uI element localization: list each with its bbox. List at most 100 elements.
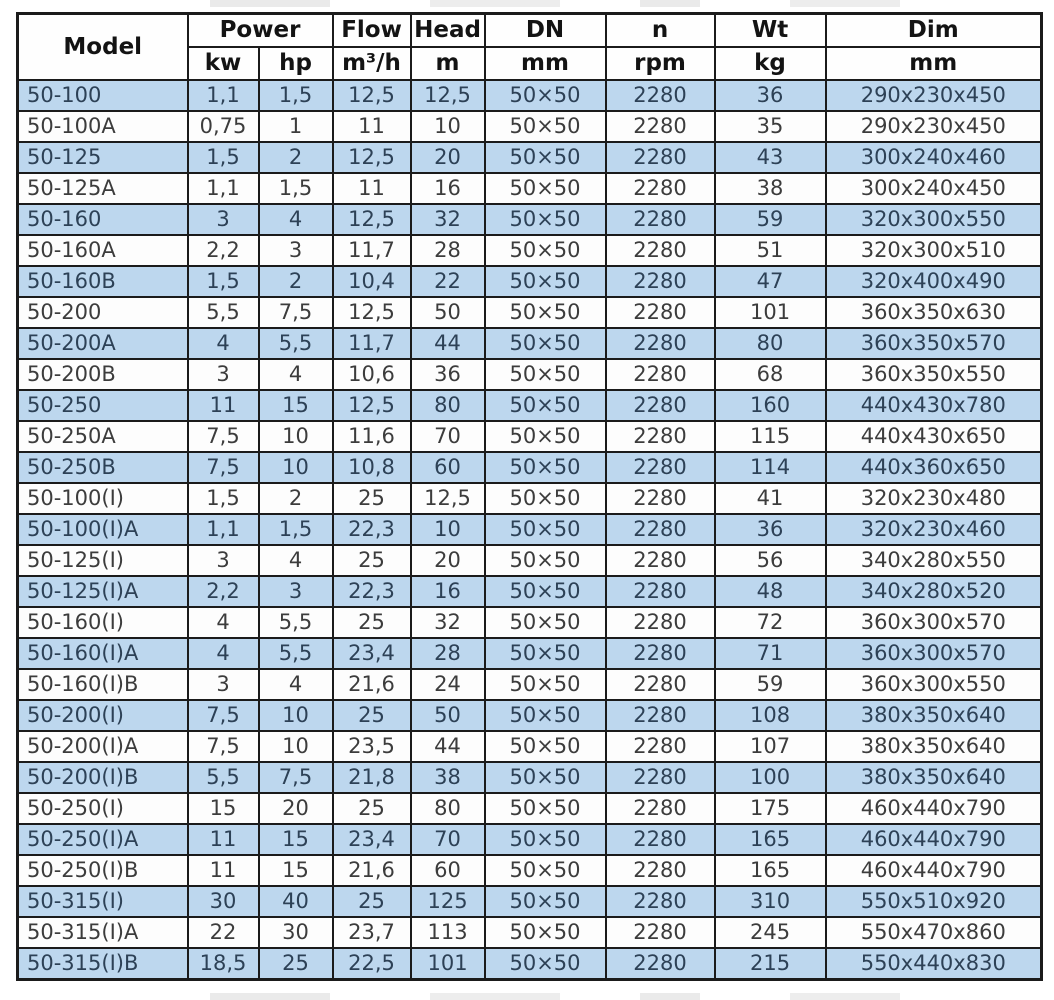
cell-model: 50-125A: [16, 172, 189, 205]
cell-head: 10: [409, 110, 486, 143]
cell-flow: 12,5: [331, 203, 412, 236]
cell-flow: 10,6: [331, 358, 412, 391]
cell-dn: 50×50: [483, 203, 607, 236]
cell-dim: 550x510x920: [824, 885, 1043, 918]
cell-head: 36: [409, 358, 486, 391]
table-row: 50-200(I)A 7,5 10 23,5 44 50×50 2280 107 380x350…: [16, 730, 1043, 763]
cell-head: 50: [409, 296, 486, 329]
cell-flow: 10,8: [331, 451, 412, 484]
cell-kw: 7,5: [186, 451, 260, 484]
cell-flow: 25: [331, 699, 412, 732]
cell-flow: 25: [331, 606, 412, 639]
cell-hp: 4: [257, 358, 334, 391]
cell-model: 50-100: [16, 79, 189, 112]
cell-dim: 440x430x780: [824, 389, 1043, 422]
cell-dim: 550x440x830: [824, 947, 1043, 981]
cell-dim: 440x430x650: [824, 420, 1043, 453]
cell-flow: 21,6: [331, 668, 412, 701]
cell-dn: 50×50: [483, 296, 607, 329]
header-n: n: [604, 12, 716, 48]
cell-head: 32: [409, 203, 486, 236]
cell-model: 50-250(I): [16, 792, 189, 825]
cell-wt: 35: [713, 110, 827, 143]
cell-head: 28: [409, 234, 486, 267]
cell-hp: 1,5: [257, 513, 334, 546]
cell-head: 80: [409, 792, 486, 825]
cell-head: 113: [409, 916, 486, 949]
cell-wt: 36: [713, 513, 827, 546]
cell-model: 50-200: [16, 296, 189, 329]
cell-wt: 36: [713, 79, 827, 112]
cell-n: 2280: [604, 544, 716, 577]
cell-kw: 4: [186, 637, 260, 670]
cell-dim: 320x230x480: [824, 482, 1043, 515]
cell-kw: 4: [186, 327, 260, 360]
cropped-text-artifact-top: [0, 0, 1054, 7]
cell-wt: 175: [713, 792, 827, 825]
cell-flow: 12,5: [331, 79, 412, 112]
cell-wt: 165: [713, 823, 827, 856]
cell-dim: 320x300x550: [824, 203, 1043, 236]
cell-wt: 160: [713, 389, 827, 422]
cell-dn: 50×50: [483, 420, 607, 453]
cell-dn: 50×50: [483, 141, 607, 174]
cell-head: 22: [409, 265, 486, 298]
cell-n: 2280: [604, 265, 716, 298]
cell-dim: 380x350x640: [824, 699, 1043, 732]
cell-n: 2280: [604, 358, 716, 391]
cell-dim: 460x440x790: [824, 854, 1043, 887]
cell-head: 125: [409, 885, 486, 918]
cell-flow: 25: [331, 482, 412, 515]
cell-dn: 50×50: [483, 451, 607, 484]
cell-dn: 50×50: [483, 854, 607, 887]
cell-dn: 50×50: [483, 916, 607, 949]
cell-n: 2280: [604, 854, 716, 887]
cell-wt: 310: [713, 885, 827, 918]
cell-kw: 5,5: [186, 296, 260, 329]
cell-model: 50-160A: [16, 234, 189, 267]
header-dim: Dim: [824, 12, 1043, 48]
cell-head: 60: [409, 451, 486, 484]
cell-dim: 460x440x790: [824, 792, 1043, 825]
cell-wt: 47: [713, 265, 827, 298]
cell-hp: 10: [257, 451, 334, 484]
cell-kw: 15: [186, 792, 260, 825]
cell-model: 50-250B: [16, 451, 189, 484]
cell-flow: 23,5: [331, 730, 412, 763]
cell-model: 50-100(I)A: [16, 513, 189, 546]
table-row: 50-160(I)A 4 5,5 23,4 28 50×50 2280 71 360x300x5…: [16, 637, 1043, 670]
cell-wt: 59: [713, 668, 827, 701]
header-dn: DN: [483, 12, 607, 48]
cell-hp: 1,5: [257, 172, 334, 205]
cell-n: 2280: [604, 668, 716, 701]
cell-dn: 50×50: [483, 761, 607, 794]
cell-n: 2280: [604, 141, 716, 174]
cell-dim: 300x240x460: [824, 141, 1043, 174]
unit-kw: kw: [186, 46, 260, 81]
cell-n: 2280: [604, 451, 716, 484]
cell-kw: 11: [186, 823, 260, 856]
cell-flow: 25: [331, 792, 412, 825]
cell-dim: 290x230x450: [824, 79, 1043, 112]
cell-dim: 320x230x460: [824, 513, 1043, 546]
table-row: 50-160(I) 4 5,5 25 32 50×50 2280 72 360x300x570: [16, 606, 1043, 639]
cell-dn: 50×50: [483, 730, 607, 763]
cell-n: 2280: [604, 730, 716, 763]
cell-flow: 12,5: [331, 141, 412, 174]
header-flow: Flow: [331, 12, 412, 48]
cell-kw: 3: [186, 668, 260, 701]
cell-n: 2280: [604, 699, 716, 732]
table-row: 50-160B 1,5 2 10,4 22 50×50 2280 47 320x400x490: [16, 265, 1043, 298]
cell-model: 50-315(I)B: [16, 947, 189, 981]
cell-dim: 300x240x450: [824, 172, 1043, 205]
table-row: 50-160(I)B 3 4 21,6 24 50×50 2280 59 360x300x550: [16, 668, 1043, 701]
cell-head: 70: [409, 420, 486, 453]
cell-model: 50-250(I)A: [16, 823, 189, 856]
cell-flow: 10,4: [331, 265, 412, 298]
table-body: 50-100 1,1 1,5 12,5 12,5 50×50 2280 36 290x230x4…: [16, 79, 1043, 981]
cell-dn: 50×50: [483, 575, 607, 608]
cell-kw: 1,5: [186, 141, 260, 174]
unit-n: rpm: [604, 46, 716, 81]
cell-head: 12,5: [409, 79, 486, 112]
cell-hp: 20: [257, 792, 334, 825]
